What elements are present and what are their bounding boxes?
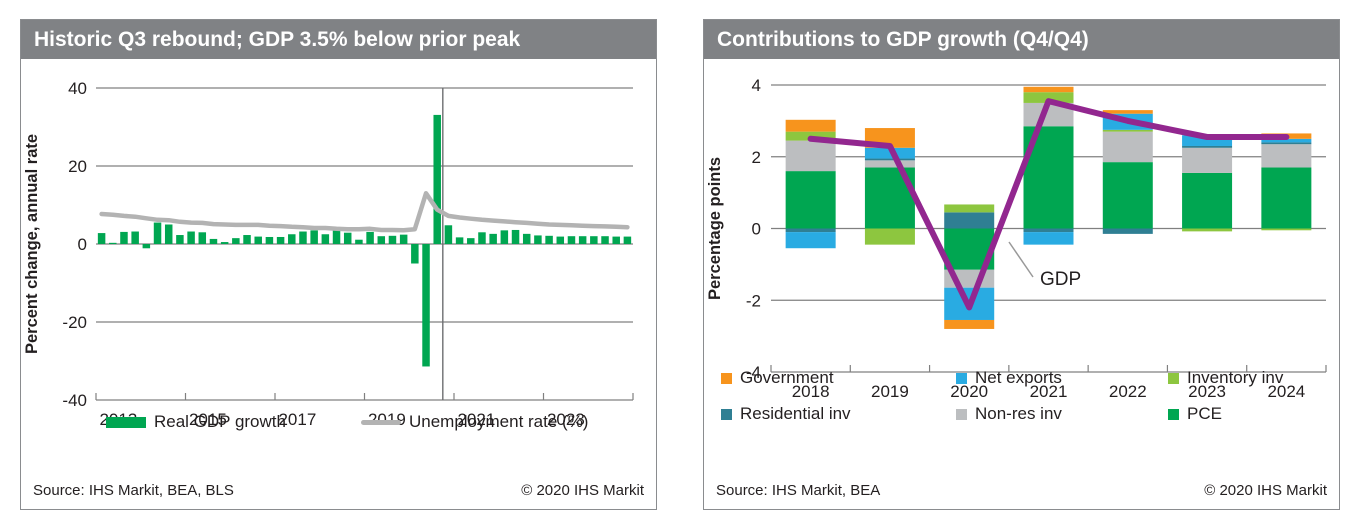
svg-text:40: 40 [68, 79, 87, 98]
legend-label-inventory-inv: Inventory inv [1187, 368, 1284, 387]
svg-text:20: 20 [68, 157, 87, 176]
svg-text:2018: 2018 [792, 382, 830, 401]
svg-text:4: 4 [752, 76, 761, 95]
legend-label-net-exports: Net exports [975, 368, 1062, 387]
gdp-contributions-chart: 4 2 0 -2 -4 2018 2019 2020 2021 2022 2023 2024 GDP Pe… [706, 76, 1327, 401]
legend-row-1: Government Net exports Inventory inv [721, 368, 1339, 388]
svg-text:2023: 2023 [1188, 382, 1226, 401]
legend-item-pce: PCE [1168, 404, 1339, 424]
svg-text:GDP: GDP [1040, 269, 1081, 290]
legend-item-net-exports: Net exports [956, 368, 1168, 388]
legend-label-real-gdp-growth: Real GDP growth [154, 412, 286, 431]
non-res-inv-swatch [956, 408, 967, 420]
svg-text:0: 0 [78, 235, 87, 254]
residential-inv-swatch [721, 408, 732, 420]
legend-label-unemployment-rate: Unemployment rate (%) [408, 412, 589, 431]
svg-text:Percent change, annual rate: Percent change, annual rate [23, 134, 41, 354]
svg-text:2023: 2023 [547, 410, 585, 429]
legend-left: Real GDP growth Unemployment rate (%) [21, 412, 656, 432]
chart-title-right: Contributions to GDP growth (Q4/Q4) [704, 20, 1339, 59]
svg-text:Percentage points: Percentage points [706, 157, 724, 300]
svg-text:2021: 2021 [457, 410, 495, 429]
legend-item-inventory-inv: Inventory inv [1168, 368, 1339, 388]
svg-text:2019: 2019 [871, 382, 909, 401]
svg-text:-40: -40 [62, 391, 87, 410]
net-exports-swatch [956, 372, 967, 384]
legend-item-real-gdp-growth: Real GDP growth [106, 412, 286, 432]
svg-text:-20: -20 [62, 313, 87, 332]
chart-title-left: Historic Q3 rebound; GDP 3.5% below prio… [21, 20, 656, 59]
svg-text:-2: -2 [746, 291, 761, 310]
svg-text:2015: 2015 [189, 410, 227, 429]
inventory-inv-swatch [1168, 372, 1179, 384]
copyright-text-right: © 2020 IHS Markit [1204, 482, 1327, 499]
legend-label-government: Government [740, 368, 834, 387]
svg-text:2022: 2022 [1109, 382, 1147, 401]
source-row-left: Source: IHS Markit, BEA, BLS © 2020 IHS … [33, 482, 644, 499]
pce-swatch [1168, 408, 1179, 420]
legend-item-government: Government [721, 368, 956, 388]
source-text-left: Source: IHS Markit, BEA, BLS [33, 482, 234, 499]
source-row-right: Source: IHS Markit, BEA © 2020 IHS Marki… [716, 482, 1327, 499]
svg-text:0: 0 [752, 220, 761, 239]
real-gdp-growth-swatch [106, 416, 146, 428]
legend-item-non-res-inv: Non-res inv [956, 404, 1168, 424]
copyright-text-left: © 2020 IHS Markit [521, 482, 644, 499]
svg-text:2020: 2020 [950, 382, 988, 401]
legend-right: Government Net exports Inventory inv Res… [704, 368, 1339, 440]
legend-label-non-res-inv: Non-res inv [975, 404, 1062, 423]
svg-text:2: 2 [752, 148, 761, 167]
unemployment-rate-swatch [360, 419, 401, 425]
government-swatch [721, 372, 732, 384]
gdp-unemployment-chart: 40200-20-40201320152017201920212023Perce… [23, 79, 634, 429]
svg-text:2021: 2021 [1030, 382, 1068, 401]
legend-label-residential-inv: Residential inv [740, 404, 851, 423]
legend-item-unemployment-rate: Unemployment rate (%) [360, 412, 589, 432]
svg-text:2024: 2024 [1267, 382, 1305, 401]
legend-item-residential-inv: Residential inv [721, 404, 956, 424]
legend-label-pce: PCE [1187, 404, 1222, 423]
svg-text:-4: -4 [746, 363, 761, 382]
panel-gdp-unemployment: Historic Q3 rebound; GDP 3.5% below prio… [20, 19, 657, 510]
source-text-right: Source: IHS Markit, BEA [716, 482, 881, 499]
panel-gdp-contributions: Contributions to GDP growth (Q4/Q4) 4 2 0 -… [703, 19, 1340, 510]
legend-row-2: Residential inv Non-res inv PCE [721, 404, 1339, 424]
svg-text:2017: 2017 [278, 410, 316, 429]
